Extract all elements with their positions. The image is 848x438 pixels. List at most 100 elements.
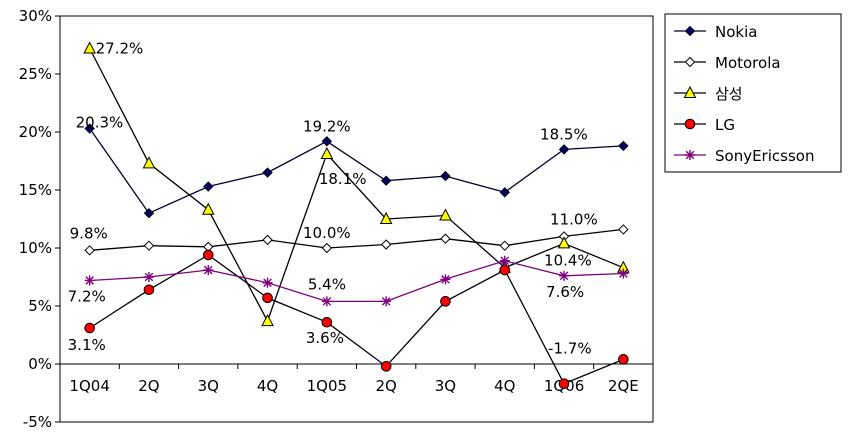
axes: -5% 0% 5% 10% 15% 20% 25% 30% 1Q04 2Q 3Q 4Q 1Q05 2Q 3Q… xyxy=(19,7,654,431)
marker-SonyEricsson-0 xyxy=(84,275,95,286)
plot-area-border xyxy=(59,15,654,423)
series-line-Motorola xyxy=(89,228,624,251)
legend-marker-LG xyxy=(684,118,696,130)
marker-Motorola-3 xyxy=(262,234,273,246)
marker-Nokia-3 xyxy=(262,167,273,178)
x-tick-label: 3Q xyxy=(198,377,219,395)
legend-marker-Nokia xyxy=(684,25,696,37)
series-line-Nokia xyxy=(89,128,624,215)
marker-LG-0 xyxy=(84,322,95,334)
x-tick-label: 2QE xyxy=(608,377,639,395)
x-tick-label: 2Q xyxy=(375,377,396,395)
marker-Motorola-7 xyxy=(499,240,510,251)
legend-marker-SonyEricsson xyxy=(685,150,695,160)
marker-Motorola-4 xyxy=(321,242,333,254)
x-tick-label: 1Q04 xyxy=(69,377,109,395)
data-label-Motorola-4: 10.0% xyxy=(303,224,351,242)
marker-Nokia-5 xyxy=(380,175,392,186)
y-tick-label: 15% xyxy=(19,181,52,199)
series-line-SonyEricsson xyxy=(89,260,624,303)
marker-SonyEricsson-9 xyxy=(618,268,629,279)
data-label-SonyEricsson-0: 7.2% xyxy=(68,287,106,305)
series-lines xyxy=(89,48,624,385)
marker-Nokia-6 xyxy=(440,170,451,182)
marker-삼성-6 xyxy=(439,208,452,221)
marker-Motorola-1 xyxy=(143,240,155,251)
y-tick-label: 5% xyxy=(28,297,52,315)
marker-LG-9 xyxy=(618,354,629,365)
marker-Motorola-6 xyxy=(440,233,451,244)
data-label-SonyEricsson-8: 7.6% xyxy=(546,283,584,301)
marker-SonyEricsson-3 xyxy=(262,277,273,288)
data-label-Nokia-0: 20.3% xyxy=(76,114,124,132)
marker-삼성-0 xyxy=(83,41,96,54)
marker-LG-6 xyxy=(440,296,451,307)
data-labels: 27.2% 20.3% 9.8% 7.2% 3.1% 19.2% 18.1% 10.0% 5.4… xyxy=(68,39,598,357)
y-tick-label: 20% xyxy=(19,123,52,141)
series-line-LG xyxy=(89,254,624,385)
legend: Nokia Motorola 삼성 LG SonyEricsson xyxy=(664,13,842,173)
series-line-삼성 xyxy=(89,48,624,323)
y-tick-label: -5% xyxy=(23,413,52,431)
data-label-SonyEricsson-4: 5.4% xyxy=(308,275,346,293)
marker-LG-4 xyxy=(321,316,333,328)
y-tick-label: 25% xyxy=(19,65,52,83)
x-tick-label: 4Q xyxy=(494,377,515,395)
legend-label-Motorola: Motorola xyxy=(715,54,781,72)
marker-Nokia-1 xyxy=(143,207,155,219)
marker-Nokia-2 xyxy=(203,181,214,192)
marker-삼성-3 xyxy=(261,314,274,327)
marker-Nokia-8 xyxy=(558,144,570,155)
x-tick-label: 1Q05 xyxy=(307,377,347,395)
marker-LG-8 xyxy=(558,378,570,390)
marker-Nokia-9 xyxy=(618,140,629,152)
data-label-삼성-4: 18.1% xyxy=(319,170,367,188)
data-label-삼성-0: 27.2% xyxy=(96,39,144,57)
data-label-Nokia-4: 19.2% xyxy=(303,117,351,135)
marker-Nokia-4 xyxy=(321,136,333,147)
data-label-Nokia-8: 18.5% xyxy=(540,125,588,143)
x-tick-label: 2Q xyxy=(138,377,159,395)
marker-삼성-1 xyxy=(142,156,156,169)
marker-Nokia-7 xyxy=(499,187,510,198)
marker-SonyEricsson-1 xyxy=(143,272,154,282)
marker-SonyEricsson-2 xyxy=(203,265,214,276)
marker-삼성-8 xyxy=(557,236,571,249)
marker-Motorola-9 xyxy=(618,224,629,235)
data-label-Motorola-8: 11.0% xyxy=(550,210,598,228)
marker-삼성-2 xyxy=(201,202,215,215)
marker-SonyEricsson-8 xyxy=(559,270,570,281)
data-label-Motorola-0: 9.8% xyxy=(70,224,108,242)
marker-LG-7 xyxy=(499,264,511,276)
marker-SonyEricsson-6 xyxy=(440,274,451,285)
marker-LG-3 xyxy=(262,292,273,304)
x-tick-label: 4Q xyxy=(257,377,278,395)
y-tick-label: 0% xyxy=(28,355,52,373)
data-label-LG-8: -1.7% xyxy=(548,340,592,358)
marker-Motorola-0 xyxy=(84,245,95,256)
marker-Nokia-0 xyxy=(84,123,95,134)
marker-SonyEricsson-4 xyxy=(321,296,332,307)
legend-marker-삼성 xyxy=(683,85,697,98)
marker-SonyEricsson-7 xyxy=(499,255,510,266)
data-label-LG-4: 3.6% xyxy=(306,329,344,347)
legend-label-Nokia: Nokia xyxy=(715,23,757,41)
legend-label-LG: LG xyxy=(715,116,735,134)
marker-SonyEricsson-5 xyxy=(381,296,392,307)
data-label-삼성-8: 10.4% xyxy=(544,251,592,269)
marker-삼성-5 xyxy=(379,211,393,224)
data-label-LG-0: 3.1% xyxy=(68,336,106,354)
marker-LG-1 xyxy=(143,284,155,296)
marker-삼성-4 xyxy=(320,146,334,160)
marker-Motorola-5 xyxy=(380,239,392,250)
y-tick-label: 10% xyxy=(19,239,52,257)
series-markers xyxy=(83,41,630,390)
y-tick-label: 30% xyxy=(19,7,52,25)
legend-label-삼성: 삼성 xyxy=(715,85,743,103)
legend-label-SonyEricsson: SonyEricsson xyxy=(715,147,814,165)
marker-LG-2 xyxy=(202,249,214,261)
x-tick-label: 3Q xyxy=(435,377,456,395)
marker-LG-5 xyxy=(380,361,392,372)
legend-marker-Motorola xyxy=(684,56,696,68)
